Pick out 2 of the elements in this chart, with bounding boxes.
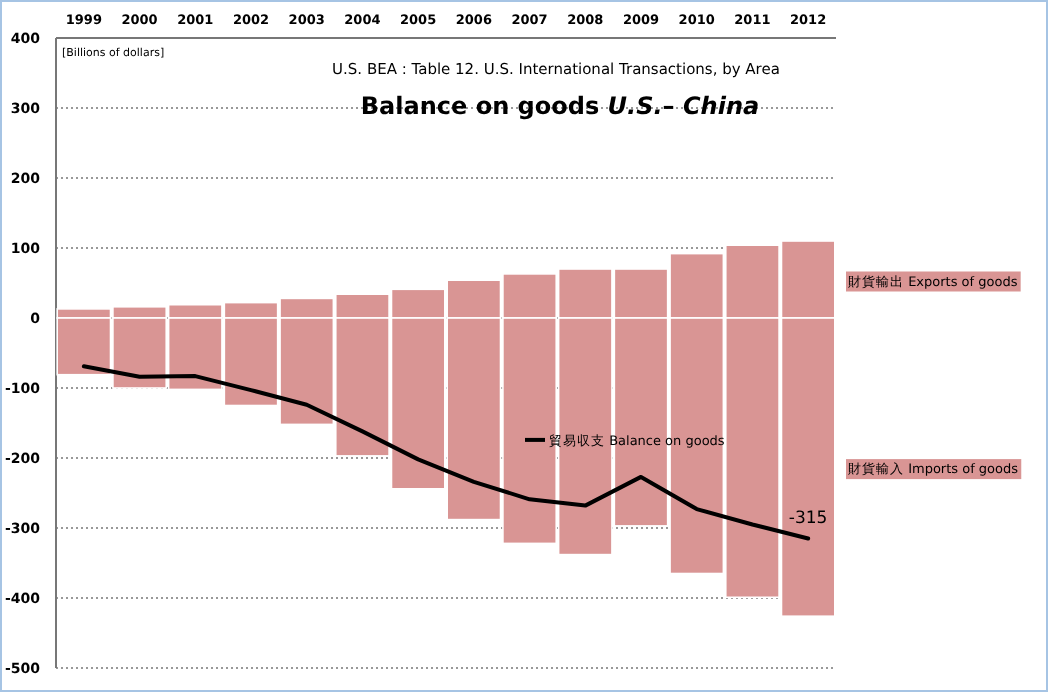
data-label: -315 <box>788 508 828 529</box>
text: Balance on goods U.S.– China <box>360 92 760 120</box>
